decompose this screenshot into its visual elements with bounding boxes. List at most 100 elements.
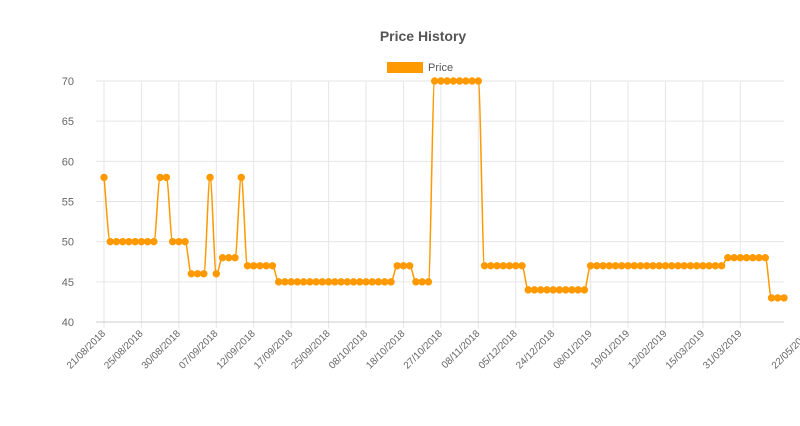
price-point[interactable] <box>692 262 701 270</box>
price-point[interactable] <box>418 278 426 286</box>
price-point[interactable] <box>724 254 732 262</box>
price-point[interactable] <box>299 278 308 286</box>
price-point[interactable] <box>312 278 320 286</box>
price-point[interactable] <box>218 254 227 262</box>
price-point[interactable] <box>655 262 663 270</box>
price-point[interactable] <box>624 262 632 270</box>
price-point[interactable] <box>555 286 564 294</box>
price-point[interactable] <box>374 278 383 286</box>
price-point[interactable] <box>549 286 557 294</box>
price-point[interactable] <box>175 237 183 246</box>
price-point[interactable] <box>530 286 539 294</box>
price-point[interactable] <box>661 262 670 270</box>
price-point[interactable] <box>187 270 196 278</box>
price-point[interactable] <box>611 262 620 270</box>
price-point[interactable] <box>643 262 651 270</box>
price-point[interactable] <box>387 278 395 286</box>
price-point[interactable] <box>443 77 451 85</box>
price-point[interactable] <box>680 262 688 270</box>
price-point[interactable] <box>137 237 146 246</box>
price-point[interactable] <box>200 270 208 278</box>
price-point[interactable] <box>580 286 589 294</box>
price-point[interactable] <box>362 278 370 286</box>
price-point[interactable] <box>100 173 108 182</box>
price-point[interactable] <box>437 77 445 85</box>
price-point[interactable] <box>256 262 264 270</box>
price-point[interactable] <box>774 294 782 302</box>
price-point[interactable] <box>262 262 270 270</box>
price-point[interactable] <box>393 262 401 270</box>
price-point[interactable] <box>574 286 582 294</box>
price-point[interactable] <box>343 278 352 286</box>
price-point[interactable] <box>605 262 614 270</box>
price-point[interactable] <box>349 278 358 286</box>
price-point[interactable] <box>512 262 520 270</box>
price-point[interactable] <box>181 237 189 246</box>
price-point[interactable] <box>630 262 638 270</box>
price-point[interactable] <box>474 77 483 85</box>
price-point[interactable] <box>499 262 507 270</box>
price-point[interactable] <box>505 262 514 270</box>
legend[interactable]: Price <box>387 62 453 74</box>
price-point[interactable] <box>593 262 601 270</box>
price-point[interactable] <box>125 237 133 246</box>
price-point[interactable] <box>225 254 233 262</box>
price-point[interactable] <box>568 286 576 294</box>
price-point[interactable] <box>318 278 327 286</box>
price-point[interactable] <box>649 262 657 270</box>
price-point[interactable] <box>699 262 707 270</box>
price-point[interactable] <box>399 262 408 270</box>
price-point[interactable] <box>243 262 252 270</box>
price-point[interactable] <box>767 294 776 302</box>
price-point[interactable] <box>268 262 277 270</box>
price-point[interactable] <box>780 294 788 302</box>
price-point[interactable] <box>162 173 171 182</box>
price-point[interactable] <box>462 77 470 85</box>
price-point[interactable] <box>599 262 607 270</box>
price-point[interactable] <box>331 278 339 286</box>
price-point[interactable] <box>430 77 439 85</box>
price-point[interactable] <box>281 278 289 286</box>
price-point[interactable] <box>449 77 458 85</box>
price-point[interactable] <box>674 262 682 270</box>
price-point[interactable] <box>487 262 495 270</box>
price-point[interactable] <box>561 286 570 294</box>
price-point[interactable] <box>106 237 114 246</box>
price-point[interactable] <box>668 262 676 270</box>
price-point[interactable] <box>524 286 532 294</box>
price-point[interactable] <box>536 286 545 294</box>
price-point[interactable] <box>324 278 333 286</box>
price-point[interactable] <box>761 254 769 262</box>
price-point[interactable] <box>250 262 258 270</box>
price-point[interactable] <box>455 77 464 85</box>
price-point[interactable] <box>730 254 738 262</box>
price-point[interactable] <box>143 237 152 246</box>
price-point[interactable] <box>306 278 314 286</box>
price-point[interactable] <box>736 254 745 262</box>
price-point[interactable] <box>287 278 295 286</box>
price-point[interactable] <box>112 237 121 246</box>
price-point[interactable] <box>212 270 220 278</box>
price-point[interactable] <box>356 278 364 286</box>
price-point[interactable] <box>755 254 763 262</box>
price-point[interactable] <box>119 237 127 246</box>
price-point[interactable] <box>493 262 501 270</box>
price-point[interactable] <box>424 278 433 286</box>
price-point[interactable] <box>711 262 720 270</box>
price-point[interactable] <box>480 262 489 270</box>
price-point[interactable] <box>405 262 414 270</box>
price-point[interactable] <box>237 173 245 182</box>
price-point[interactable] <box>412 278 420 286</box>
price-point[interactable] <box>749 254 757 262</box>
price-point[interactable] <box>742 254 751 262</box>
price-point[interactable] <box>156 173 164 182</box>
price-point[interactable] <box>131 237 139 246</box>
price-point[interactable] <box>586 262 595 270</box>
price-point[interactable] <box>168 237 177 246</box>
price-point[interactable] <box>274 278 283 286</box>
price-point[interactable] <box>717 262 726 270</box>
price-point[interactable] <box>468 77 476 85</box>
price-point[interactable] <box>636 262 645 270</box>
price-point[interactable] <box>618 262 626 270</box>
price-point[interactable] <box>206 173 214 182</box>
